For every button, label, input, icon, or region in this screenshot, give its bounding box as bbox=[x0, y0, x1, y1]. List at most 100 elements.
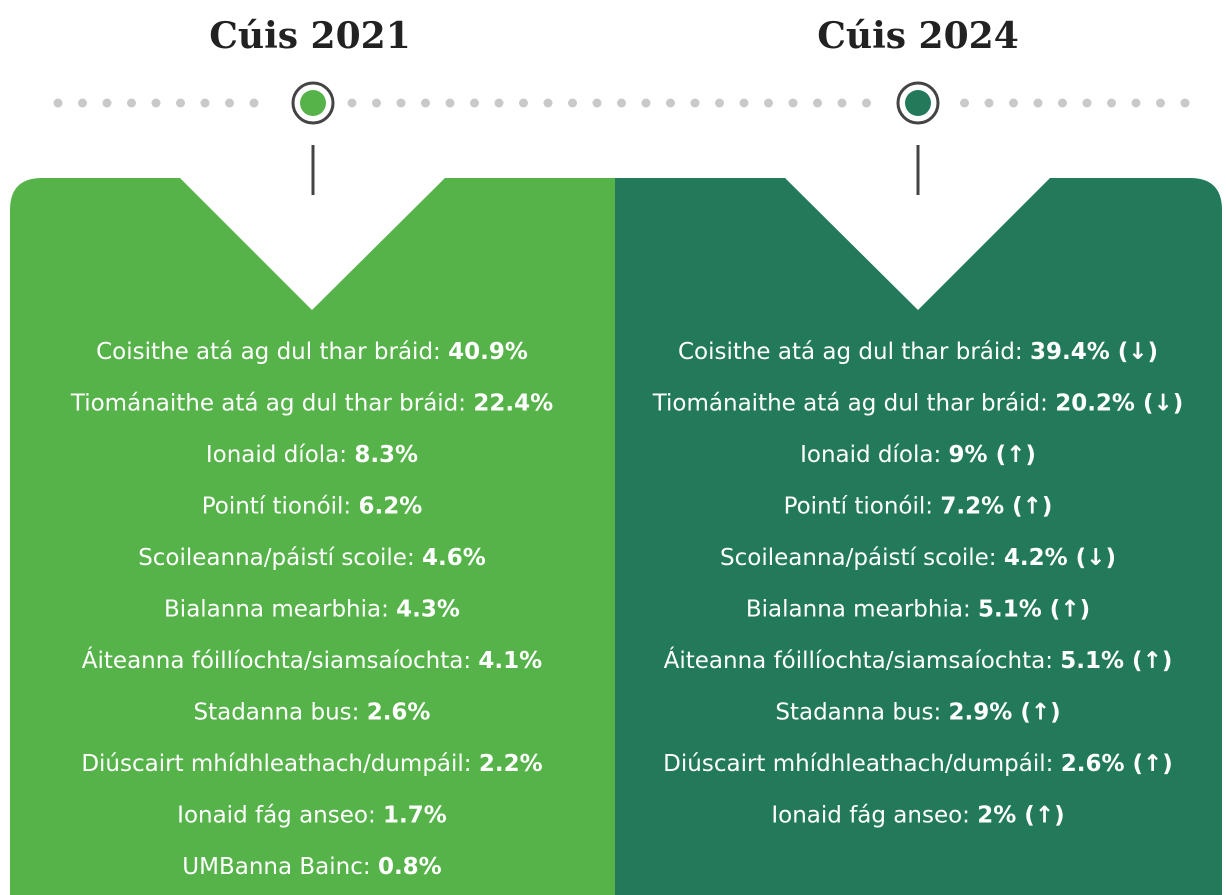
dot bbox=[543, 98, 553, 108]
item-value: 8.3% bbox=[354, 442, 418, 468]
dot bbox=[641, 98, 651, 108]
item-label: Diúscairt mhídhleathach/dumpáil: bbox=[663, 751, 1053, 777]
item-label: Ionaid fág anseo: bbox=[177, 802, 376, 828]
dot bbox=[372, 98, 381, 108]
dot bbox=[249, 98, 259, 108]
dot bbox=[813, 98, 822, 108]
dot bbox=[225, 98, 234, 108]
item-label: Coisithe atá ag dul thar bráid: bbox=[678, 339, 1023, 365]
item-label: Bialanna mearbhia: bbox=[164, 596, 389, 622]
dot bbox=[960, 98, 969, 108]
dot bbox=[984, 98, 994, 108]
dot bbox=[445, 98, 455, 108]
item-value: 5.1% (↑) bbox=[978, 596, 1090, 622]
dot bbox=[519, 98, 528, 108]
dot bbox=[715, 98, 724, 108]
item-label: Diúscairt mhídhleathach/dumpáil: bbox=[81, 751, 471, 777]
dot bbox=[53, 98, 63, 108]
dot bbox=[862, 98, 871, 108]
item-value: 7.2% (↑) bbox=[940, 493, 1052, 519]
dot bbox=[1082, 98, 1092, 108]
dot bbox=[1180, 98, 1190, 108]
dot bbox=[396, 98, 406, 108]
panel-2024 bbox=[615, 178, 1222, 895]
item-value: 9% (↑) bbox=[949, 442, 1036, 468]
item-value: 5.1% (↑) bbox=[1060, 648, 1172, 674]
dot bbox=[1058, 98, 1067, 108]
item: Pointí tionóil: 7.2% (↑) bbox=[784, 493, 1053, 519]
item: Diúscairt mhídhleathach/dumpáil: 2.6% (↑… bbox=[663, 751, 1173, 777]
item: Tiománaithe atá ag dul thar bráid: 22.4% bbox=[70, 390, 553, 416]
item-value: 2.6% (↑) bbox=[1061, 751, 1173, 777]
item-value: 4.2% (↓) bbox=[1004, 545, 1116, 571]
dot bbox=[1107, 98, 1116, 108]
item-label: Áiteanna fóillíochta/siamsaíochta: bbox=[664, 646, 1053, 674]
item: Scoileanna/páistí scoile: 4.6% bbox=[138, 545, 486, 571]
timeline-dots bbox=[53, 98, 1190, 108]
dot bbox=[102, 98, 112, 108]
item: Áiteanna fóillíochta/siamsaíochta: 4.1% bbox=[82, 646, 542, 674]
dot bbox=[1033, 98, 1043, 108]
item-value: 20.2% (↓) bbox=[1055, 390, 1183, 416]
item-label: Ionaid fág anseo: bbox=[771, 802, 970, 828]
item-label: Bialanna mearbhia: bbox=[746, 596, 971, 622]
item-value: 1.7% bbox=[383, 802, 447, 828]
dot bbox=[837, 98, 847, 108]
item-value: 4.3% bbox=[396, 596, 460, 622]
timeline-marker-fill bbox=[300, 90, 326, 116]
dot bbox=[1009, 98, 1018, 108]
panel-2021 bbox=[10, 178, 616, 895]
item-label: Coisithe atá ag dul thar bráid: bbox=[96, 339, 441, 365]
item: Stadanna bus: 2.9% (↑) bbox=[775, 699, 1060, 725]
dot bbox=[1156, 98, 1165, 108]
item-label: Scoileanna/páistí scoile: bbox=[720, 545, 997, 571]
dot bbox=[176, 98, 185, 108]
dot bbox=[739, 98, 749, 108]
item: Bialanna mearbhia: 5.1% (↑) bbox=[746, 596, 1090, 622]
dot bbox=[421, 98, 430, 108]
item-label: Pointí tionóil: bbox=[202, 493, 351, 519]
item-value: 6.2% bbox=[358, 493, 422, 519]
item: Coisithe atá ag dul thar bráid: 39.4% (↓… bbox=[678, 339, 1158, 365]
item-value: 2.2% bbox=[479, 751, 543, 777]
dot bbox=[788, 98, 798, 108]
dot bbox=[494, 98, 504, 108]
item-label: Ionaid díola: bbox=[800, 442, 941, 468]
item-value: 22.4% bbox=[473, 390, 553, 416]
item-value: 0.8% bbox=[378, 854, 442, 880]
item-label: Tiománaithe atá ag dul thar bráid: bbox=[652, 390, 1048, 416]
dot bbox=[764, 98, 773, 108]
item-value: 40.9% bbox=[448, 339, 528, 365]
column-title: Cúis 2024 bbox=[817, 15, 1019, 57]
item: Ionaid fág anseo: 2% (↑) bbox=[771, 802, 1064, 828]
item-value: 4.1% bbox=[478, 648, 542, 674]
item-value: 2.6% bbox=[367, 699, 431, 725]
item: Pointí tionóil: 6.2% bbox=[202, 493, 423, 519]
item-label: UMBanna Bainc: bbox=[182, 854, 370, 880]
dot bbox=[200, 98, 210, 108]
column-title: Cúis 2021 bbox=[209, 15, 411, 57]
dot bbox=[1131, 98, 1141, 108]
item: Ionaid díola: 8.3% bbox=[206, 442, 418, 468]
item-value: 2% (↑) bbox=[977, 802, 1064, 828]
item: Tiománaithe atá ag dul thar bráid: 20.2%… bbox=[652, 390, 1184, 416]
dot bbox=[151, 98, 161, 108]
item-label: Tiománaithe atá ag dul thar bráid: bbox=[70, 390, 466, 416]
item: Áiteanna fóillíochta/siamsaíochta: 5.1% … bbox=[664, 646, 1173, 674]
item-label: Scoileanna/páistí scoile: bbox=[138, 545, 415, 571]
item-value: 2.9% (↑) bbox=[949, 699, 1061, 725]
item-label: Stadanna bus: bbox=[775, 699, 941, 725]
dot bbox=[568, 98, 577, 108]
dot bbox=[127, 98, 136, 108]
dot bbox=[470, 98, 479, 108]
item: Diúscairt mhídhleathach/dumpáil: 2.2% bbox=[81, 751, 542, 777]
item-value: 4.6% bbox=[422, 545, 486, 571]
dot bbox=[78, 98, 87, 108]
dot bbox=[347, 98, 357, 108]
item: Stadanna bus: 2.6% bbox=[194, 699, 431, 725]
dot bbox=[592, 98, 602, 108]
dot bbox=[690, 98, 700, 108]
item: Ionaid díola: 9% (↑) bbox=[800, 442, 1036, 468]
item-label: Áiteanna fóillíochta/siamsaíochta: bbox=[82, 646, 471, 674]
